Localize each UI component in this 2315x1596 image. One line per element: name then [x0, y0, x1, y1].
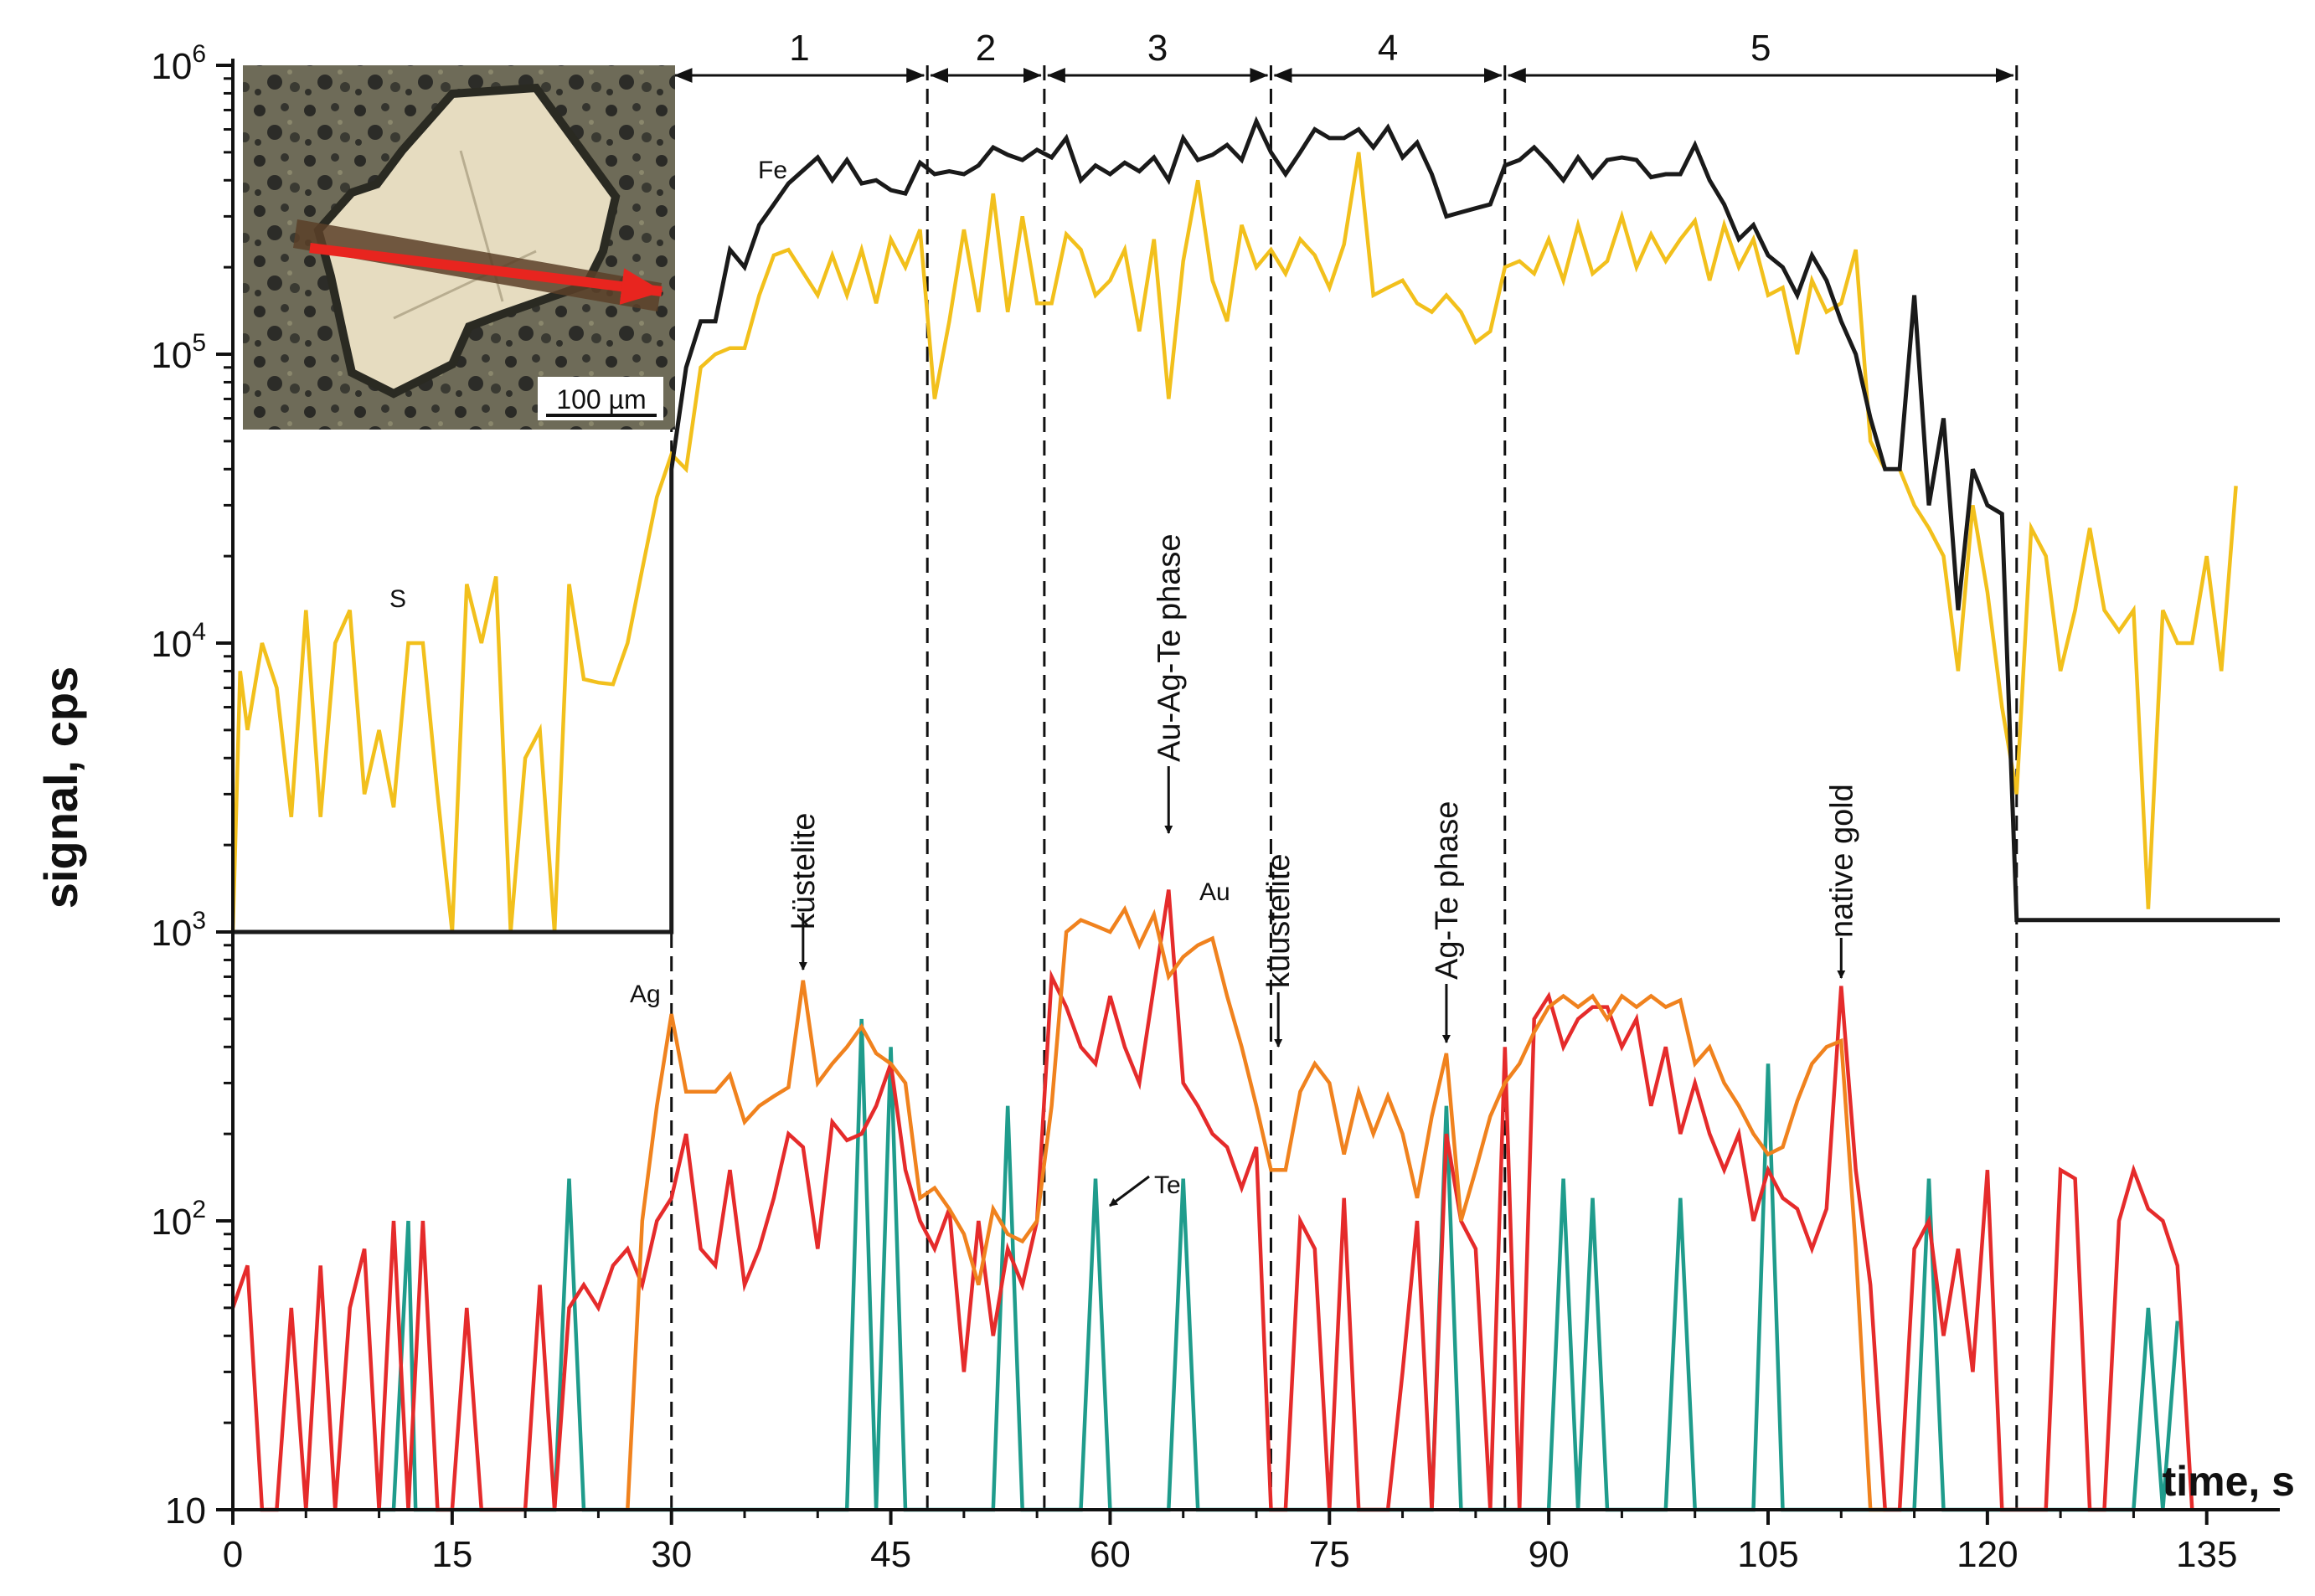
- y-tick-label: 106: [151, 40, 206, 87]
- series-label-au: Au: [1199, 878, 1230, 906]
- x-tick-label: 120: [1957, 1534, 2018, 1575]
- annotation-label: küustelite: [1261, 853, 1297, 988]
- series-line-au: [230, 889, 2194, 1512]
- series-label-s: S: [389, 585, 406, 613]
- series-line-ag: [626, 904, 1885, 1512]
- axes-layer: 0 15 30 45 60 75 90 105 120 135 10 102 103 104 105 106 s…: [34, 40, 2295, 1575]
- segment-label: 1: [789, 28, 809, 69]
- y-tick-label: 104: [151, 618, 206, 665]
- scale-bar-box: [538, 377, 663, 420]
- x-tick-label: 30: [651, 1534, 692, 1575]
- annotation-label: Au-Ag-Te phase: [1152, 534, 1187, 763]
- segment-label: 2: [976, 28, 996, 69]
- x-tick-label: 90: [1529, 1534, 1570, 1575]
- series-label-te: Te: [1154, 1171, 1181, 1199]
- te-pointer-arrow: [1109, 1175, 1150, 1207]
- segment-label: 3: [1147, 28, 1168, 69]
- series-label-ag: Ag: [630, 981, 661, 1008]
- annotation-label: küstelite: [786, 813, 822, 929]
- segment-layer: 1 2 3 4 5: [670, 28, 2019, 1510]
- mineral-grain: [313, 83, 621, 399]
- x-tick-label: 45: [870, 1534, 911, 1575]
- annotation-label: native gold: [1824, 784, 1859, 938]
- x-tick-label: 60: [1090, 1534, 1131, 1575]
- y-tick-label: 105: [151, 329, 206, 376]
- x-tick-label: 15: [431, 1534, 472, 1575]
- label-layer: Fe S Ag Au Te küstelite Au-Ag-Te phase küusteli…: [389, 157, 1859, 1207]
- segment-label: 5: [1750, 28, 1771, 69]
- series-line-fe: [233, 116, 2280, 934]
- x-tick-label: 75: [1309, 1534, 1350, 1575]
- series-label-fe: Fe: [758, 157, 787, 184]
- series-line-s: [230, 152, 2238, 933]
- x-tick-label: 135: [2176, 1534, 2237, 1575]
- annotation-label: Ag-Te phase: [1430, 801, 1465, 980]
- scale-bar-label: 100 µm: [556, 384, 646, 414]
- ablation-direction-arrow: [309, 243, 663, 305]
- y-tick-label: 103: [151, 907, 206, 954]
- y-axis-title: signal, cps: [34, 667, 87, 909]
- x-axis-title: time, s: [2163, 1458, 2295, 1505]
- y-tick-label: 102: [151, 1196, 206, 1243]
- segment-label: 4: [1378, 28, 1398, 69]
- y-tick-label: 10: [165, 1490, 206, 1532]
- x-tick-label: 0: [223, 1534, 243, 1575]
- inset-micrograph: 100 µm: [243, 65, 675, 430]
- x-tick-label: 105: [1737, 1534, 1798, 1575]
